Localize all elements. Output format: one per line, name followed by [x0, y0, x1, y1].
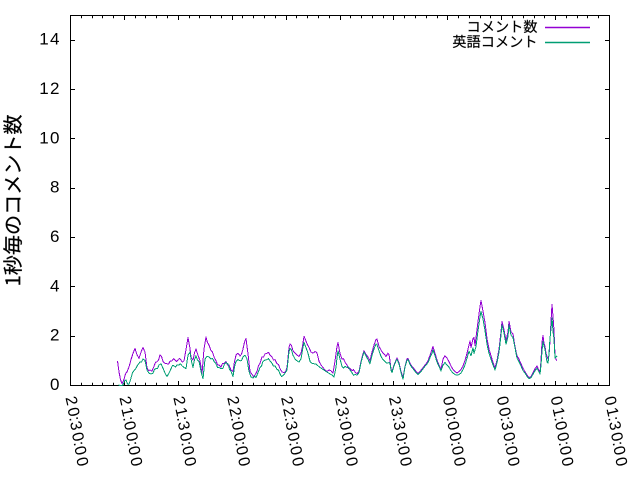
svg-text:0: 0 [493, 395, 512, 408]
svg-text:1: 1 [171, 406, 190, 419]
svg-text:0: 0 [611, 456, 630, 469]
svg-text::: : [231, 440, 249, 448]
svg-text:0: 0 [553, 431, 572, 444]
svg-text:2: 2 [169, 395, 188, 408]
svg-text:0: 0 [607, 431, 626, 444]
svg-text:2: 2 [385, 395, 404, 408]
svg-text:0: 0 [50, 375, 61, 394]
svg-text:8: 8 [50, 178, 61, 197]
svg-text:0: 0 [337, 431, 356, 444]
svg-text:0: 0 [176, 431, 195, 444]
svg-text:0: 0 [391, 431, 410, 444]
svg-text:0: 0 [441, 406, 460, 419]
svg-text:0: 0 [439, 395, 458, 408]
svg-text::: : [447, 440, 465, 448]
svg-text:0: 0 [120, 420, 139, 433]
svg-text:0: 0 [396, 456, 415, 469]
svg-text:0: 0 [64, 406, 83, 419]
svg-text:0: 0 [124, 444, 143, 457]
svg-text:0: 0 [126, 456, 145, 469]
svg-text:0: 0 [450, 456, 469, 469]
svg-text::: : [335, 415, 353, 423]
svg-text::: : [339, 440, 357, 448]
svg-text::: : [501, 440, 519, 448]
svg-text:3: 3 [605, 420, 624, 433]
svg-text:3: 3 [497, 420, 516, 433]
svg-text:3: 3 [66, 420, 85, 433]
svg-text:0: 0 [601, 395, 620, 408]
svg-text:3: 3 [333, 406, 352, 419]
svg-text::: : [604, 415, 622, 423]
svg-text:0: 0 [68, 431, 87, 444]
svg-text:0: 0 [180, 456, 199, 469]
svg-text:0: 0 [499, 431, 518, 444]
svg-text:0: 0 [340, 444, 359, 457]
svg-text::: : [70, 440, 88, 448]
svg-text::: : [550, 415, 568, 423]
svg-text:6: 6 [50, 227, 61, 246]
svg-text:3: 3 [282, 420, 301, 433]
svg-text:2: 2 [62, 395, 81, 408]
svg-text::: : [227, 415, 245, 423]
svg-text:3: 3 [174, 420, 193, 433]
svg-text:0: 0 [178, 444, 197, 457]
svg-text::: : [389, 415, 407, 423]
svg-text:2: 2 [225, 406, 244, 419]
svg-text:2: 2 [279, 406, 298, 419]
svg-text:10: 10 [39, 128, 61, 147]
svg-text::: : [609, 440, 627, 448]
svg-text::: : [173, 415, 191, 423]
svg-text:2: 2 [223, 395, 242, 408]
svg-text:0: 0 [122, 431, 141, 444]
svg-text::: : [443, 415, 461, 423]
svg-text:0: 0 [286, 444, 305, 457]
svg-text:4: 4 [50, 276, 61, 295]
svg-text::: : [285, 440, 303, 448]
svg-text:2: 2 [331, 395, 350, 408]
svg-text:0: 0 [551, 420, 570, 433]
svg-text:0: 0 [557, 456, 576, 469]
svg-text:1: 1 [549, 406, 568, 419]
svg-text:2: 2 [50, 326, 61, 345]
svg-text:1: 1 [117, 406, 136, 419]
svg-text:0: 0 [448, 444, 467, 457]
svg-text:12: 12 [39, 79, 61, 98]
svg-text:0: 0 [547, 395, 566, 408]
svg-text:0: 0 [70, 444, 89, 457]
svg-text:2: 2 [277, 395, 296, 408]
svg-text:0: 0 [230, 431, 249, 444]
svg-text::: : [393, 440, 411, 448]
svg-text:14: 14 [39, 30, 61, 49]
svg-text::: : [65, 415, 83, 423]
svg-text:0: 0 [342, 456, 361, 469]
svg-text:0: 0 [72, 456, 91, 469]
svg-text::: : [496, 415, 514, 423]
svg-text:0: 0 [228, 420, 247, 433]
svg-text:0: 0 [232, 444, 251, 457]
svg-text:3: 3 [387, 406, 406, 419]
svg-text:0: 0 [555, 444, 574, 457]
svg-text:0: 0 [284, 431, 303, 444]
svg-text:0: 0 [495, 406, 514, 419]
svg-text:0: 0 [503, 456, 522, 469]
svg-text::: : [119, 415, 137, 423]
svg-text:0: 0 [502, 444, 521, 457]
svg-text:2: 2 [115, 395, 134, 408]
svg-text:0: 0 [394, 444, 413, 457]
svg-text::: : [281, 415, 299, 423]
svg-text:0: 0 [443, 420, 462, 433]
svg-text:0: 0 [609, 444, 628, 457]
svg-text::: : [124, 440, 142, 448]
svg-text:0: 0 [234, 456, 253, 469]
svg-text:3: 3 [389, 420, 408, 433]
svg-text:0: 0 [288, 456, 307, 469]
svg-text:0: 0 [445, 431, 464, 444]
svg-text:0: 0 [335, 420, 354, 433]
svg-text::: : [555, 440, 573, 448]
svg-text::: : [177, 440, 195, 448]
svg-text:1: 1 [603, 406, 622, 419]
